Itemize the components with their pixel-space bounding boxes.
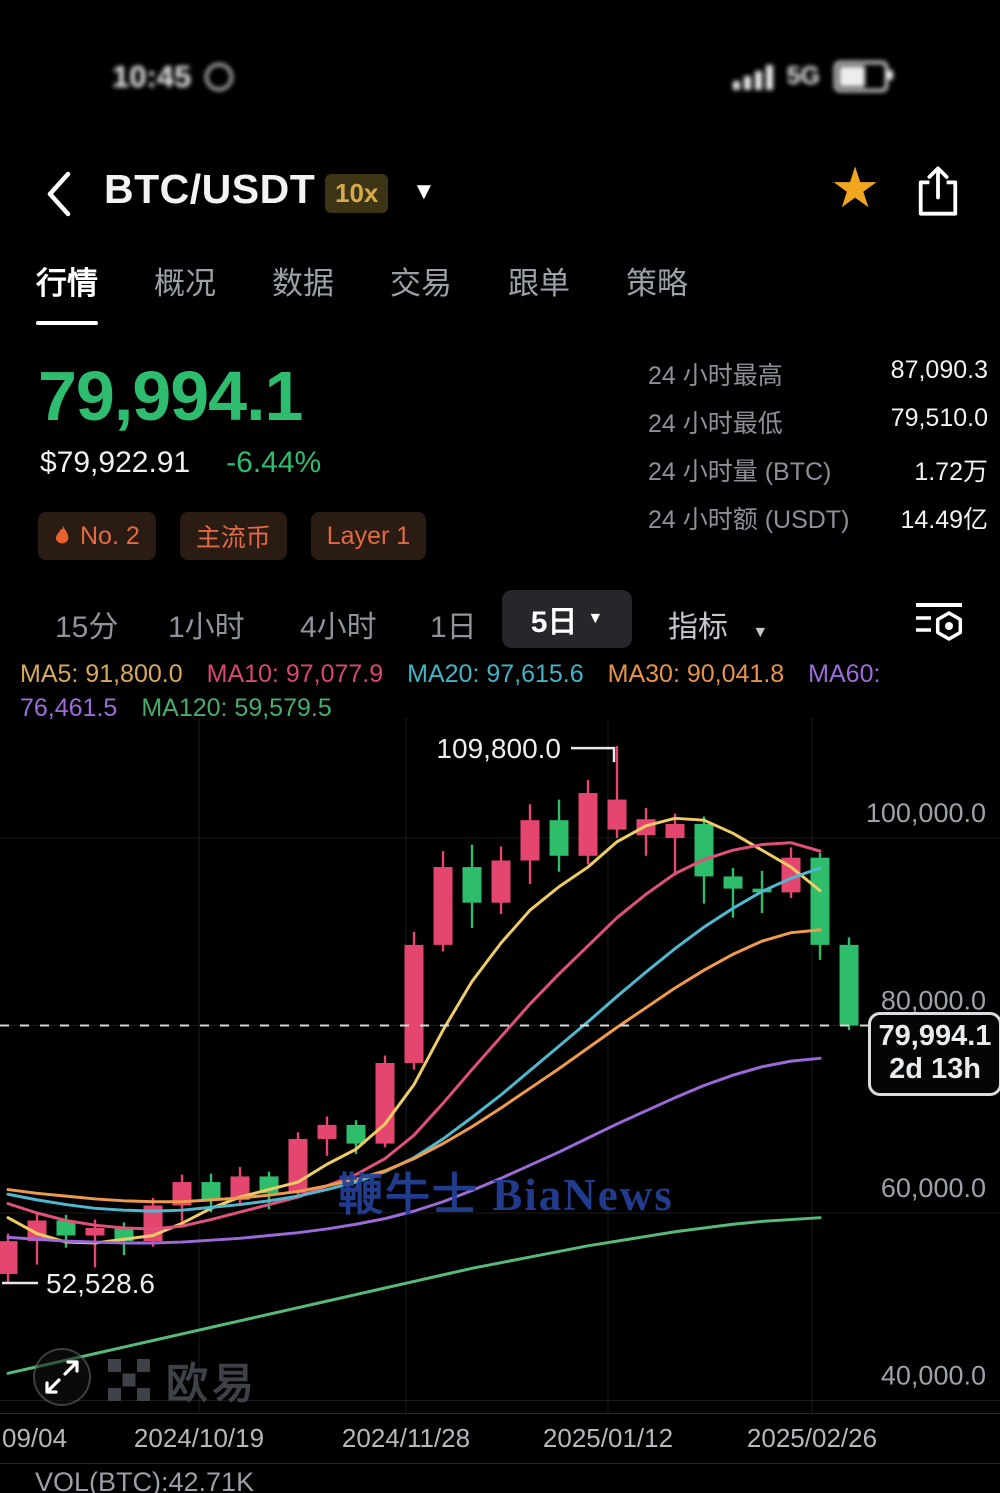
x-tick: 2025/01/12: [542, 1423, 674, 1453]
stat-label: 24 小时额 (USDT): [648, 506, 850, 534]
tab-bar: 行情 概况 数据 交易 跟单 策略: [36, 258, 688, 325]
fiat-price: $79,922.91: [40, 446, 191, 479]
tab-quotes[interactable]: 行情: [36, 258, 98, 325]
timeframe-1d[interactable]: 1日: [430, 611, 477, 644]
status-left: 10:45: [112, 59, 234, 95]
status-alarm-icon: [205, 63, 234, 91]
leverage-badge[interactable]: 10x: [325, 174, 389, 213]
ma120-legend: MA120: 59,579.5: [141, 694, 332, 722]
svg-text:109,800.0: 109,800.0: [436, 733, 561, 764]
stat-row: 24 小时最高 87,090.3: [648, 356, 988, 392]
x-tick: 09/04: [2, 1423, 68, 1453]
last-price: 79,994.1: [38, 357, 303, 435]
timeframe-1h[interactable]: 1小时: [168, 611, 245, 644]
category-badge-label: Layer 1: [326, 521, 411, 550]
change-percent: -6.44%: [226, 446, 322, 479]
tab-strategy[interactable]: 策略: [626, 266, 688, 301]
x-tick: 2024/11/28: [341, 1423, 471, 1453]
stat-value: 1.72万: [914, 458, 988, 486]
favorite-star-button[interactable]: ★: [830, 156, 881, 219]
stats-panel: 24 小时最高 87,090.3 24 小时最低 79,510.0 24 小时量…: [648, 356, 988, 548]
chart-canvas[interactable]: 100,000.0 80,000.0 60,000.0 40,000.0 109,800…: [0, 715, 1000, 1415]
x-axis: 09/04 2024/10/19 2024/11/28 2025/01/12 2…: [0, 1413, 1000, 1464]
tab-overview[interactable]: 概况: [154, 266, 216, 301]
candle-countdown: 2d 13h: [889, 1053, 981, 1085]
stat-value: 14.49亿: [900, 506, 988, 534]
ma5-legend: MA5: 91,800.0: [20, 660, 183, 688]
battery-icon: [834, 61, 893, 92]
price-subrow: $79,922.91 -6.44%: [40, 446, 321, 480]
expand-arrows-icon: [45, 1360, 79, 1394]
volume-label: VOL(BTC):42.71K: [35, 1467, 255, 1493]
ma-legend: MA5: 91,800.0 MA10: 97,077.9 MA20: 97,61…: [20, 660, 980, 728]
ma60-legend-value: 76,461.5: [20, 694, 118, 722]
svg-text:40,000.0: 40,000.0: [881, 1361, 986, 1391]
rank-badge[interactable]: No. 2: [38, 512, 156, 560]
okx-grid-icon: [108, 1358, 150, 1401]
chart-settings-icon: [916, 603, 963, 641]
chart-settings-button[interactable]: [912, 598, 966, 654]
stat-label: 24 小时最低: [648, 410, 783, 438]
header: BTC/USDT 10x ▼ ★: [0, 156, 1000, 230]
svg-text:60,000.0: 60,000.0: [881, 1173, 986, 1203]
chevron-down-icon: ▼: [752, 624, 769, 641]
exchange-logo: 欧易: [108, 1350, 258, 1411]
network-label: 5G: [786, 62, 820, 90]
status-time: 10:45: [112, 59, 192, 94]
stat-value: 87,090.3: [890, 356, 988, 384]
stat-row: 24 小时量 (BTC) 1.72万: [648, 452, 988, 488]
rank-badge-label: No. 2: [80, 521, 140, 550]
category-badge-label: 主流币: [195, 524, 271, 552]
share-button[interactable]: [914, 164, 962, 218]
current-price-value: 79,994.1: [878, 1020, 992, 1052]
chevron-down-icon: ▼: [587, 610, 604, 627]
back-button[interactable]: [42, 168, 76, 220]
stat-label: 24 小时最高: [648, 362, 783, 390]
exchange-name: 欧易: [166, 1360, 259, 1407]
timeframe-4h[interactable]: 4小时: [300, 611, 377, 644]
timeframe-5d-selected[interactable]: 5日 ▼: [502, 590, 632, 648]
timeframe-5d-label: 5日: [530, 606, 578, 639]
stat-label: 24 小时量 (BTC): [648, 458, 832, 486]
watermark: 鞭牛士 BiaNews: [338, 1170, 674, 1220]
svg-text:52,528.6: 52,528.6: [46, 1268, 155, 1299]
x-tick: 2025/02/26: [746, 1423, 878, 1453]
category-badge-layer1[interactable]: Layer 1: [310, 512, 427, 560]
timeframe-15m[interactable]: 15分: [55, 611, 119, 644]
flame-icon: [55, 525, 69, 544]
timeframe-bar: 15分 1小时 4小时 1日 5日 ▼ 指标 ▼: [0, 590, 1000, 650]
category-badge-mainstream[interactable]: 主流币: [179, 512, 287, 560]
ma30-legend: MA30: 90,041.8: [607, 660, 785, 688]
tab-data[interactable]: 数据: [272, 266, 334, 301]
fullscreen-button[interactable]: [33, 1348, 91, 1406]
stat-row: 24 小时最低 79,510.0: [648, 404, 988, 440]
indicator-label: 指标: [668, 611, 728, 644]
signal-icon: [732, 64, 773, 90]
tab-copy-trading[interactable]: 跟单: [508, 266, 570, 301]
pair-title: BTC/USDT: [104, 166, 316, 212]
badge-row: No. 2 主流币 Layer 1: [38, 512, 427, 560]
status-bar: 10:45 5G: [0, 55, 1000, 110]
svg-text:100,000.0: 100,000.0: [866, 798, 986, 828]
indicator-button[interactable]: 指标 ▼: [668, 602, 768, 646]
pair-dropdown-icon[interactable]: ▼: [412, 178, 436, 205]
current-price-label: 79,994.1 2d 13h: [868, 1012, 1000, 1096]
ma60-legend-name: MA60:: [808, 660, 881, 688]
status-right: 5G: [732, 61, 893, 92]
svg-text:80,000.0: 80,000.0: [881, 986, 986, 1016]
ma10-legend: MA10: 97,077.9: [206, 660, 384, 688]
tab-trade[interactable]: 交易: [390, 266, 452, 301]
stat-value: 79,510.0: [890, 404, 988, 432]
x-tick: 2024/10/19: [133, 1423, 265, 1453]
candlestick-chart[interactable]: 100,000.0 80,000.0 60,000.0 40,000.0 109,800…: [0, 715, 1000, 1415]
ma20-legend: MA20: 97,615.6: [407, 660, 584, 688]
stat-row: 24 小时额 (USDT) 14.49亿: [648, 500, 988, 536]
